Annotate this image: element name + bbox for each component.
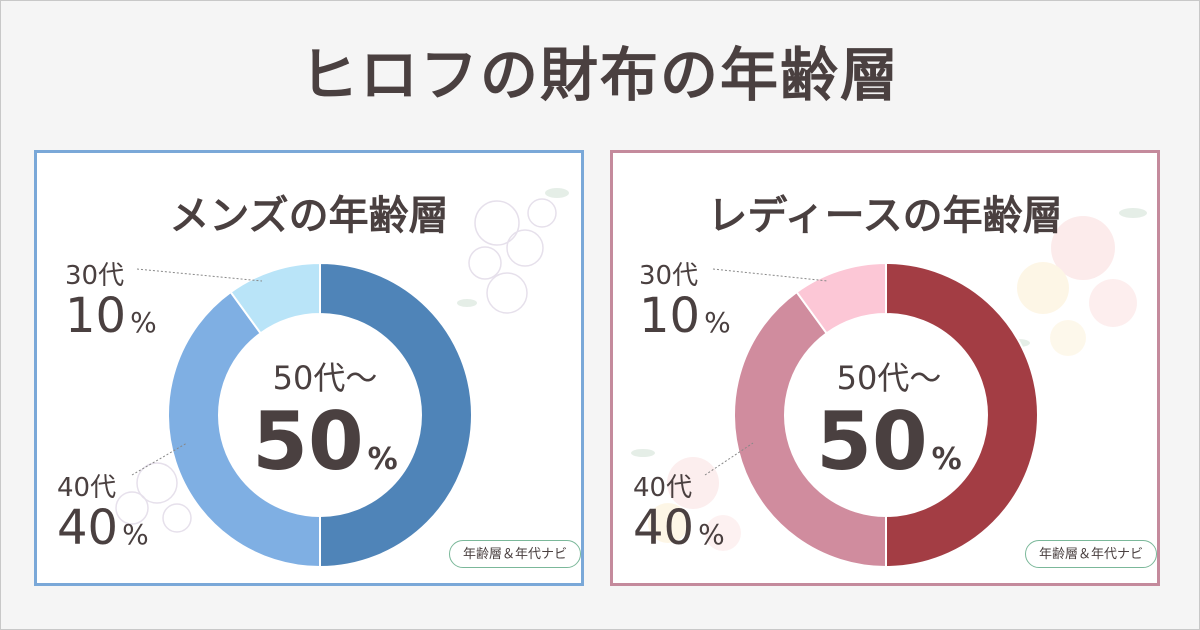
mens-panel: メンズの年齢層 50代～ 50% 30代 10% 40代 40% 年齢層＆年代ナ… [34, 150, 584, 586]
flower-decoration-top [115, 188, 569, 533]
flower-decoration-right [631, 208, 1147, 551]
mens-slice-1 [167, 290, 321, 569]
ladies-chart-title: レディースの年齢層 [707, 193, 1063, 239]
ladies-center-number: 50 [816, 395, 928, 488]
ladies-annotation-40s: 40代 40% [633, 467, 725, 552]
ladies-annotation-40s-value: 40% [633, 504, 725, 552]
ladies-source-badge: 年齢層＆年代ナビ [1025, 540, 1157, 568]
ladies-panel: レディースの年齢層 50代～ 50% 30代 10% 40代 40% 年齢層＆年… [610, 150, 1160, 586]
ladies-slice-1 [733, 290, 887, 569]
ladies-slice-2 [795, 261, 887, 335]
mens-annotation-30s-age: 30代 [65, 261, 125, 291]
mens-annotation-40s-value: 40% [57, 504, 149, 552]
ladies-slice-0 [885, 261, 1039, 569]
mens-center-value: 50% [215, 395, 435, 488]
ladies-annotation-40s-number: 40 [633, 500, 695, 556]
mens-annotation-40s-unit: % [122, 518, 149, 551]
mens-annotation-30s: 30代 10% [65, 255, 157, 340]
ladies-donut-hole [786, 315, 986, 515]
ladies-annotation-30s-value: 10% [639, 292, 731, 340]
ladies-annotation-30s-number: 10 [639, 288, 701, 344]
mens-donut-hole [220, 315, 420, 515]
ladies-center-value: 50% [779, 395, 999, 488]
mens-center-unit: % [367, 442, 398, 477]
mens-center-label: 50代～ [272, 359, 378, 397]
ladies-annotation-30s-unit: % [704, 306, 731, 339]
mens-donut-chart [131, 261, 473, 569]
mens-source-badge: 年齢層＆年代ナビ [449, 540, 581, 568]
ladies-annotation-30s-age: 30代 [639, 261, 699, 291]
page-title: ヒロフの財布の年齢層 [299, 41, 900, 109]
mens-annotation-40s: 40代 40% [57, 467, 149, 552]
mens-leader-line-1 [131, 442, 188, 476]
ladies-center-unit: % [931, 442, 962, 477]
mens-leader-line-0 [136, 268, 263, 282]
mens-chart-title: メンズの年齢層 [169, 193, 449, 239]
mens-annotation-40s-age: 40代 [57, 473, 117, 503]
ladies-leader-line-0 [712, 268, 829, 282]
mens-annotation-30s-value: 10% [65, 292, 157, 340]
mens-annotation-30s-unit: % [130, 306, 157, 339]
mens-slice-0 [319, 261, 473, 569]
mens-annotation-40s-number: 40 [57, 500, 119, 556]
ladies-donut-chart [704, 261, 1039, 569]
ladies-annotation-40s-age: 40代 [633, 473, 693, 503]
ladies-annotation-30s: 30代 10% [639, 255, 731, 340]
ladies-annotation-40s-unit: % [698, 518, 725, 551]
mens-center-number: 50 [252, 395, 364, 488]
ladies-leader-line-1 [704, 442, 754, 476]
mens-annotation-30s-number: 10 [65, 288, 127, 344]
ladies-center-label: 50代～ [836, 359, 942, 397]
